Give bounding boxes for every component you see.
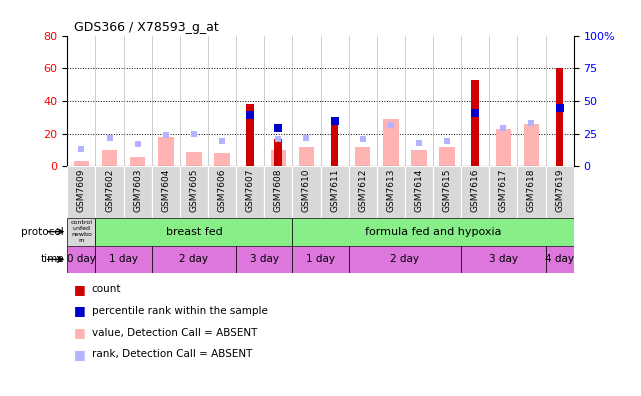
Bar [96,218,292,246]
Bar [377,166,405,218]
Text: ■: ■ [74,283,85,295]
Text: ■: ■ [74,348,85,361]
Bar [349,166,377,218]
Bar [292,166,320,218]
Text: count: count [92,284,121,294]
Bar [130,156,146,166]
Bar [545,246,574,273]
Text: GSM7606: GSM7606 [217,169,226,212]
Text: 1 day: 1 day [306,254,335,265]
Text: GSM7617: GSM7617 [499,169,508,212]
Text: GSM7602: GSM7602 [105,169,114,212]
Bar [152,166,180,218]
Text: 0 day: 0 day [67,254,96,265]
Bar [489,166,517,218]
Text: GSM7610: GSM7610 [302,169,311,212]
Text: ■: ■ [74,305,85,317]
Bar [152,246,236,273]
Bar [67,246,96,273]
Bar [102,150,117,166]
Text: GSM7604: GSM7604 [162,169,171,212]
Bar [320,166,349,218]
Bar [274,139,282,166]
Text: GSM7603: GSM7603 [133,169,142,212]
Bar [186,152,202,166]
Text: breast fed: breast fed [165,227,222,237]
Text: 2 day: 2 day [179,254,208,265]
Bar [292,246,349,273]
Bar [556,68,563,166]
Bar [349,246,461,273]
Bar [461,166,489,218]
Text: GSM7618: GSM7618 [527,169,536,212]
Bar [471,80,479,166]
Bar [124,166,152,218]
Text: GSM7613: GSM7613 [387,169,395,212]
Text: ■: ■ [74,326,85,339]
Bar [439,147,455,166]
Bar [208,166,236,218]
Bar [433,166,461,218]
Text: formula fed and hypoxia: formula fed and hypoxia [365,227,501,237]
Text: protocol: protocol [21,227,64,237]
Bar [271,150,286,166]
Bar [292,218,574,246]
Text: 1 day: 1 day [109,254,138,265]
Text: 3 day: 3 day [489,254,518,265]
Text: GSM7608: GSM7608 [274,169,283,212]
Bar [67,166,96,218]
Bar [405,166,433,218]
Bar [236,166,264,218]
Bar [299,147,314,166]
Bar [355,147,370,166]
Text: GSM7611: GSM7611 [330,169,339,212]
Text: GSM7607: GSM7607 [246,169,254,212]
Bar [545,166,574,218]
Bar [517,166,545,218]
Text: control
unfed
newbo
rn: control unfed newbo rn [71,221,92,243]
Bar [246,104,254,166]
Text: 2 day: 2 day [390,254,419,265]
Text: GSM7612: GSM7612 [358,169,367,212]
Bar [383,119,399,166]
Text: GSM7615: GSM7615 [442,169,452,212]
Bar [236,246,292,273]
Bar [67,218,96,246]
Bar [461,246,545,273]
Bar [96,246,152,273]
Text: GSM7605: GSM7605 [189,169,199,212]
Bar [524,124,539,166]
Bar [264,166,292,218]
Text: GSM7616: GSM7616 [470,169,479,212]
Text: GDS366 / X78593_g_at: GDS366 / X78593_g_at [74,21,219,34]
Bar [96,166,124,218]
Text: GSM7614: GSM7614 [415,169,424,212]
Bar [331,126,338,166]
Text: rank, Detection Call = ABSENT: rank, Detection Call = ABSENT [92,349,252,360]
Text: GSM7609: GSM7609 [77,169,86,212]
Text: time: time [40,254,64,265]
Text: percentile rank within the sample: percentile rank within the sample [92,306,267,316]
Text: value, Detection Call = ABSENT: value, Detection Call = ABSENT [92,327,257,338]
Bar [214,153,229,166]
Bar [180,166,208,218]
Bar [412,150,427,166]
Text: 3 day: 3 day [250,254,279,265]
Text: GSM7619: GSM7619 [555,169,564,212]
Bar [74,162,89,166]
Bar [158,137,174,166]
Bar [495,129,511,166]
Text: 4 day: 4 day [545,254,574,265]
